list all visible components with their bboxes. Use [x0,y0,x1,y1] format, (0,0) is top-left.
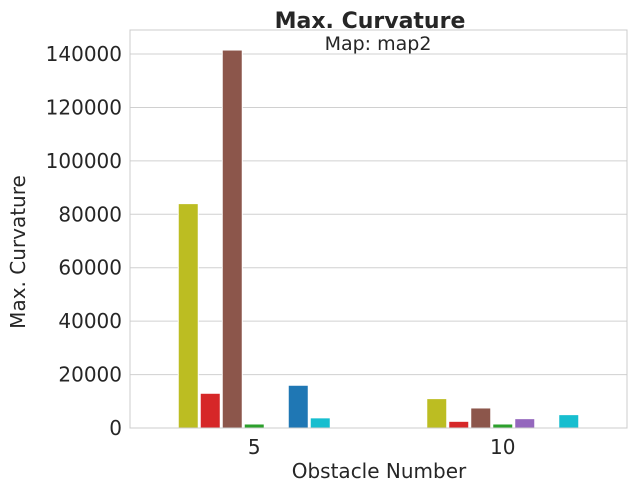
x-axis-label: Obstacle Number [292,459,467,483]
bar [177,203,199,429]
y-tick-label: 40000 [58,309,122,333]
bar [470,407,492,429]
bar [448,420,470,429]
x-tick-label: 5 [248,435,261,459]
y-tick-label: 120000 [46,95,122,119]
plot-area [129,29,628,429]
bars [177,49,580,429]
bar [558,414,580,429]
x-tick-labels: 5 10 [248,435,516,459]
x-tick-label: 10 [490,435,515,459]
y-tick-label: 20000 [58,363,122,387]
y-axis-label: Max. Curvature [6,175,30,329]
grid-lines [130,53,627,429]
y-tick-label: 100000 [46,149,122,173]
bar [199,392,221,429]
y-tick-label: 140000 [46,42,122,66]
y-tick-label: 60000 [58,256,122,280]
bar [426,398,448,429]
y-tick-labels: 0 20000 40000 60000 80000 100000 120000 140000 [46,42,122,440]
chart-subtitle: Map: map2 [325,33,432,55]
bar [309,417,331,429]
bar [514,418,536,429]
y-tick-label: 0 [109,416,122,440]
bar [287,384,309,429]
bar [221,49,243,429]
bar [243,423,265,429]
bar [492,423,514,429]
y-tick-label: 80000 [58,202,122,226]
